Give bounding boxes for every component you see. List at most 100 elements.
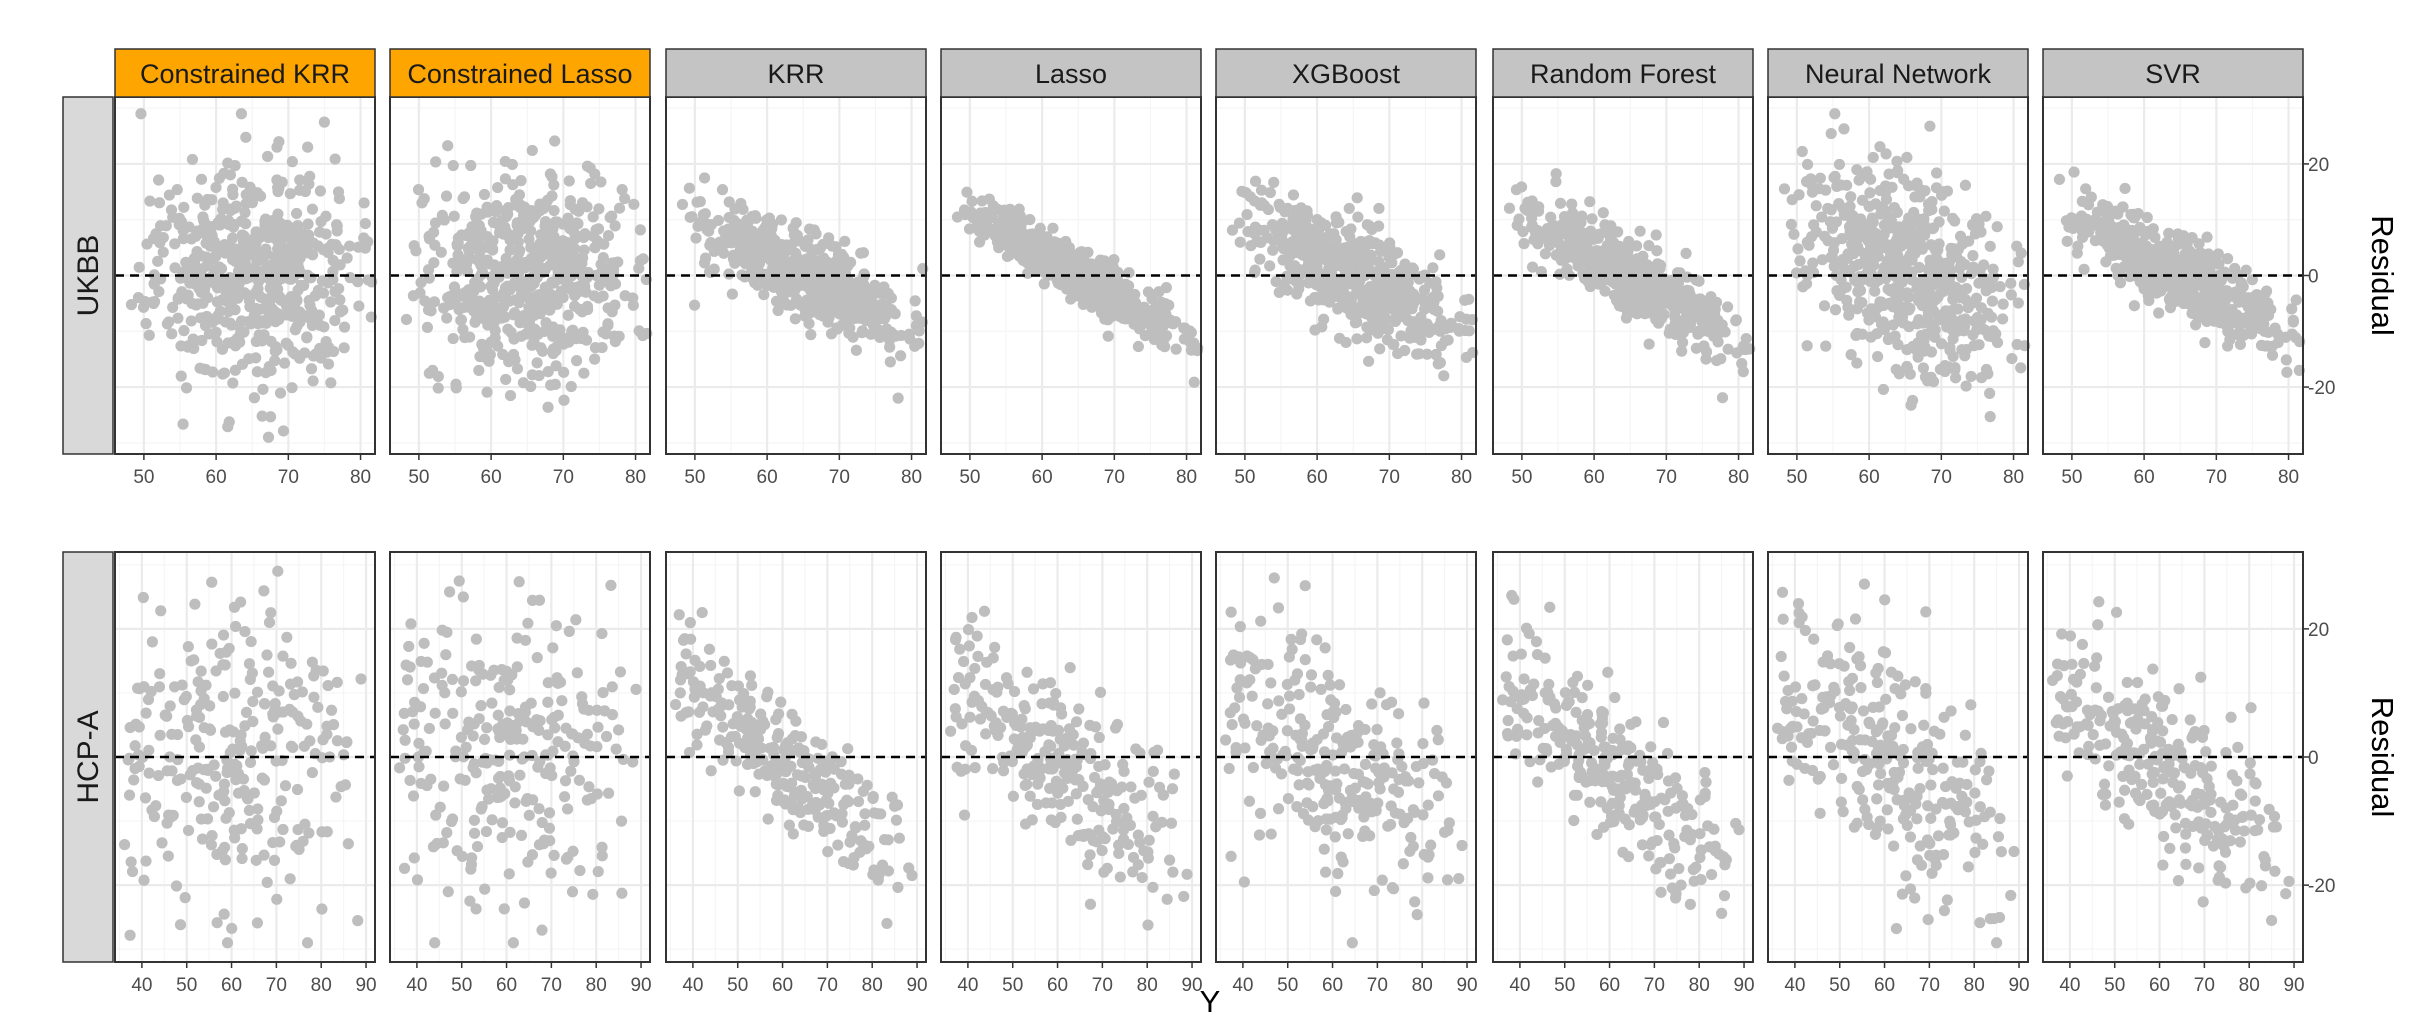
data-point: [1127, 299, 1139, 312]
data-point: [526, 339, 538, 351]
data-point: [161, 765, 173, 777]
data-point: [1949, 215, 1961, 227]
column-title: XGBoost: [1292, 59, 1401, 89]
data-point: [817, 252, 830, 264]
data-point: [257, 383, 269, 395]
panel-0-6: 50 60 70 80: [1767, 96, 2031, 488]
data-point: [1245, 240, 1257, 252]
data-point: [1053, 237, 1065, 249]
data-point: [218, 778, 231, 790]
data-point: [194, 362, 206, 374]
data-point: [1870, 276, 1882, 288]
data-point: [1584, 196, 1596, 208]
data-point: [1984, 387, 1996, 399]
data-point: [1825, 127, 1837, 140]
data-point: [1841, 207, 1853, 219]
data-point: [418, 193, 430, 205]
data-point: [2170, 295, 2183, 307]
data-point: [1818, 300, 1831, 312]
data-point: [329, 153, 341, 165]
data-point: [2269, 322, 2281, 334]
data-point: [1856, 328, 1868, 340]
data-point: [1919, 277, 1932, 289]
data-point: [474, 246, 486, 258]
data-point: [602, 229, 615, 242]
data-point: [266, 276, 278, 288]
data-point: [602, 302, 614, 314]
data-point: [561, 236, 573, 249]
data-point: [1985, 311, 1998, 323]
data-point: [1614, 284, 1626, 296]
data-point: [1680, 247, 1692, 259]
data-point: [2172, 232, 2184, 245]
data-point: [298, 279, 310, 292]
data-point: [515, 277, 527, 289]
data-point: [213, 172, 225, 184]
data-point: [2216, 272, 2228, 284]
data-point: [227, 377, 239, 389]
data-point: [294, 184, 306, 196]
data-point: [1637, 250, 1649, 262]
data-point: [589, 342, 602, 354]
data-point: [240, 131, 252, 143]
data-point: [2082, 222, 2094, 235]
data-point: [998, 219, 1010, 231]
data-point: [1547, 219, 1559, 231]
data-point: [541, 224, 553, 236]
data-point: [1740, 332, 1752, 345]
data-point: [1692, 310, 1705, 323]
data-point: [2194, 309, 2206, 321]
data-point: [2176, 283, 2188, 295]
data-point: [240, 218, 252, 230]
y-tick-label: 0: [2308, 267, 2319, 288]
data-point: [262, 150, 274, 163]
data-point: [352, 241, 364, 253]
data-point: [865, 292, 877, 304]
data-point: [1351, 192, 1363, 204]
data-point: [450, 378, 462, 390]
data-point: [479, 310, 491, 322]
data-point: [538, 325, 550, 338]
data-point: [1140, 304, 1152, 316]
data-point: [698, 172, 711, 184]
data-point: [810, 244, 822, 256]
data-point: [264, 411, 277, 423]
data-point: [307, 350, 320, 362]
data-point: [523, 233, 535, 245]
data-point: [1986, 331, 1998, 343]
data-point: [224, 169, 237, 181]
data-point: [1994, 281, 2006, 293]
data-point: [329, 314, 341, 327]
data-point: [235, 315, 248, 327]
data-point: [225, 204, 237, 217]
data-point: [1912, 337, 1924, 349]
data-point: [478, 188, 491, 201]
data-point: [203, 328, 215, 340]
data-point: [580, 286, 592, 298]
data-point: [2221, 285, 2233, 297]
data-point: [2006, 352, 2018, 365]
data-point: [558, 366, 570, 378]
x-tick-label: 80: [1176, 467, 1197, 488]
data-point: [297, 835, 309, 847]
data-point: [699, 208, 711, 220]
data-point: [306, 319, 319, 331]
data-point: [1825, 204, 1837, 216]
data-point: [154, 729, 166, 741]
data-point: [240, 288, 252, 300]
data-point: [1877, 207, 1890, 219]
data-point: [1415, 311, 1427, 323]
data-point: [180, 791, 192, 804]
data-point: [1909, 179, 1921, 192]
data-point: [125, 856, 137, 868]
data-point: [248, 392, 261, 404]
data-point: [830, 241, 842, 253]
data-point: [272, 723, 284, 735]
data-point: [2011, 338, 2023, 351]
column-title: Lasso: [1035, 59, 1107, 89]
data-point: [1566, 198, 1578, 210]
data-point: [352, 915, 364, 927]
data-point: [269, 345, 281, 357]
data-point: [1613, 240, 1626, 252]
row-label: UKBB: [72, 235, 105, 317]
